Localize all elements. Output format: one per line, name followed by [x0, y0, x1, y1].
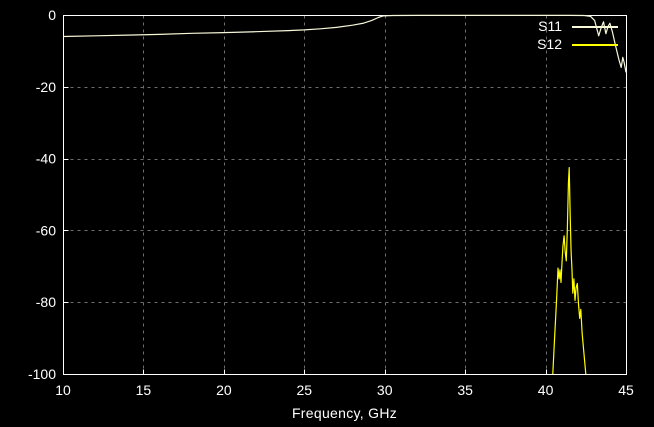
series-curve-s11 [62, 14, 627, 73]
y-tick-label: -80 [36, 294, 56, 310]
y-tick-label: 0 [48, 7, 56, 23]
legend-item-s11: S11 [528, 19, 618, 34]
chart-legend: S11 S12 [528, 19, 618, 52]
x-tick-label: 10 [55, 382, 71, 398]
x-axis-title: Frequency, GHz [291, 405, 398, 421]
y-tick-label: -60 [36, 222, 56, 238]
series-curve-s12 [552, 167, 587, 375]
x-tick-label: 15 [136, 382, 152, 398]
legend-label-s12: S12 [537, 36, 562, 52]
legend-label-s11: S11 [538, 18, 562, 34]
x-tick-label: 20 [216, 382, 232, 398]
x-tick-label: 40 [538, 382, 554, 398]
x-tick-label: 30 [377, 382, 393, 398]
y-tick-label: -100 [28, 366, 56, 382]
legend-line-sample-s11 [572, 25, 618, 28]
x-tick-label: 45 [618, 382, 634, 398]
x-tick-label: 35 [457, 382, 473, 398]
x-tick-label: 25 [296, 382, 312, 398]
y-tick-label: -40 [36, 151, 56, 167]
plot-border [63, 15, 627, 375]
legend-line-sample-s12 [572, 43, 618, 46]
y-tick-label: -20 [36, 79, 56, 95]
legend-item-s12: S12 [528, 37, 618, 52]
